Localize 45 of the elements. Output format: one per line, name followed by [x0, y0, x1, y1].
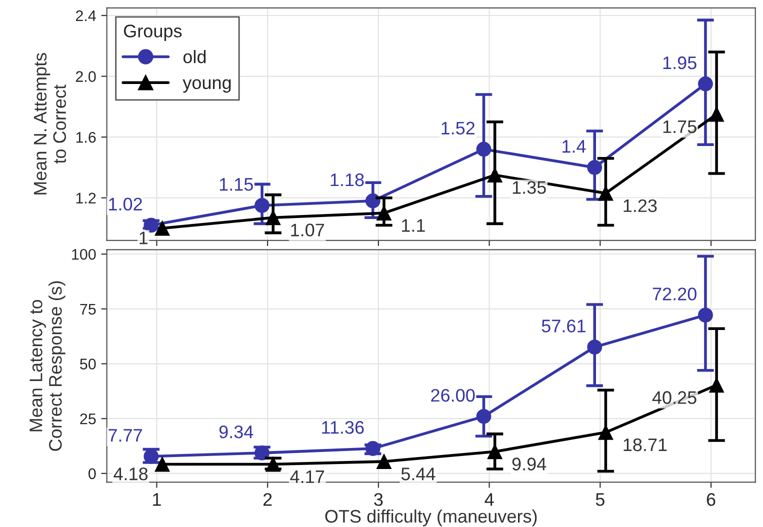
data-label: 9.94	[512, 458, 546, 470]
legend-label: old	[183, 50, 206, 64]
y-tick-label: 25	[80, 413, 96, 424]
data-label: 57.61	[542, 320, 586, 332]
x-tick-label: 1	[153, 493, 161, 506]
y-tick-label: 0	[88, 468, 96, 480]
y-tick-label: 1.6	[76, 132, 96, 143]
x-axis-title: OTS difficulty (maneuvers)	[325, 509, 537, 526]
data-label: 18.71	[624, 438, 667, 452]
y-tick-label: 2.4	[76, 10, 96, 22]
data-label: 1	[140, 232, 148, 244]
data-label: 40.25	[652, 391, 696, 404]
data-label: 1.4	[562, 140, 586, 153]
x-tick-label: 6	[706, 493, 716, 506]
data-label: 1.23	[624, 199, 657, 212]
data-label: 1.95	[663, 56, 696, 70]
data-label: 11.36	[322, 421, 364, 434]
data-label: 72.20	[652, 288, 696, 300]
data-label: 9.34	[219, 425, 254, 438]
data-label: 26.00	[431, 388, 475, 402]
y-axis-title: Mean Latency to Correct Response (s)	[30, 281, 66, 451]
data-label: 7.77	[108, 429, 142, 442]
data-label: 1.07	[291, 224, 324, 236]
y-tick-label: 2.0	[76, 71, 96, 82]
legend-title: Groups	[124, 24, 182, 41]
y-tick-label: 100	[72, 248, 96, 260]
data-label: 1.02	[109, 198, 142, 211]
legend-label: young	[182, 79, 231, 93]
data-label: 1.52	[442, 122, 475, 135]
data-label: 4.17	[290, 470, 324, 483]
y-axis-title: Mean N. Attempts to Correct	[34, 53, 66, 194]
y-tick-label: 50	[80, 358, 96, 370]
data-label: 1.1	[402, 219, 425, 232]
data-label: 1.18	[330, 173, 364, 186]
data-label: 1.75	[663, 120, 696, 134]
data-label: 4.18	[114, 468, 148, 480]
data-label: 1.15	[220, 178, 253, 191]
y-tick-label: 1.2	[76, 192, 96, 204]
data-label: 5.44	[401, 468, 436, 480]
x-tick-label: 2	[263, 493, 272, 506]
x-tick-label: 3	[374, 493, 383, 506]
data-label: 1.35	[512, 181, 546, 194]
y-tick-label: 75	[80, 304, 96, 315]
x-tick-label: 4	[484, 493, 494, 506]
x-tick-label: 5	[596, 493, 604, 506]
